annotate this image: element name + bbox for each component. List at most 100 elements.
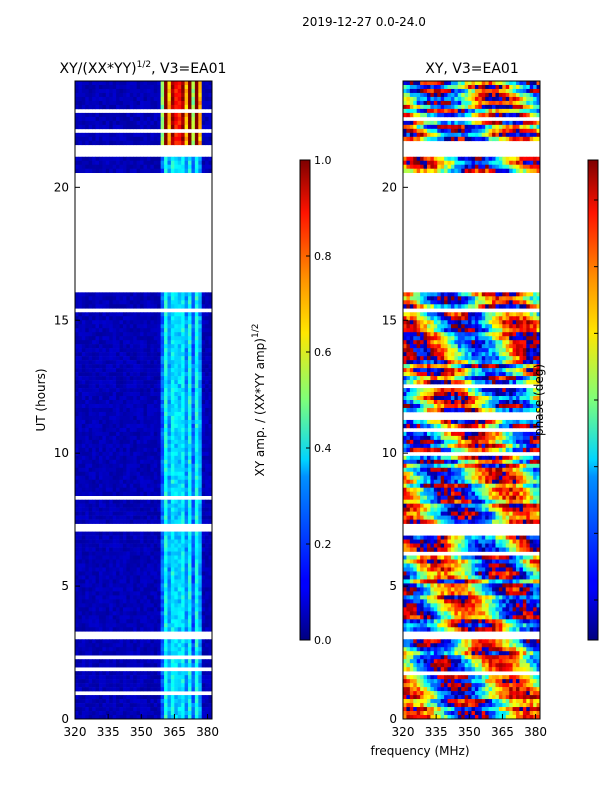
left-panel: XY/(XX*YY)1/2, V3=EA01 320 335 350 365 380 0… bbox=[34, 60, 226, 739]
heatmap-cell bbox=[102, 483, 107, 489]
heatmap-cell bbox=[133, 715, 138, 720]
heatmap-cell bbox=[112, 132, 117, 138]
heatmap-cell bbox=[116, 372, 120, 377]
heatmap-cell bbox=[119, 296, 124, 301]
heatmap-cell bbox=[109, 711, 114, 716]
heatmap-cell bbox=[81, 431, 86, 437]
heatmap-cell bbox=[170, 160, 175, 166]
heatmap-cell bbox=[198, 703, 203, 708]
heatmap-cell bbox=[88, 411, 93, 417]
heatmap-cell bbox=[98, 84, 103, 90]
heatmap-cell bbox=[95, 487, 100, 493]
heatmap-cell bbox=[509, 96, 513, 102]
heatmap-cell bbox=[170, 575, 175, 580]
heatmap-cell bbox=[92, 415, 96, 421]
heatmap-cell bbox=[81, 92, 86, 98]
heatmap-cell bbox=[75, 607, 79, 612]
heatmap-cell bbox=[160, 483, 165, 489]
heatmap-cell bbox=[140, 463, 144, 469]
heatmap-cell bbox=[516, 81, 520, 86]
heatmap-cell bbox=[109, 459, 114, 465]
heatmap-cell bbox=[188, 380, 192, 385]
heatmap-cell bbox=[184, 483, 189, 489]
heatmap-cell bbox=[146, 639, 151, 644]
heatmap-cell bbox=[133, 659, 138, 664]
heatmap-cell bbox=[495, 81, 500, 86]
heatmap-cell bbox=[95, 619, 100, 624]
heatmap-cell bbox=[502, 92, 507, 98]
heatmap-cell bbox=[198, 483, 203, 489]
heatmap-cell bbox=[116, 336, 120, 341]
heatmap-cell bbox=[502, 100, 507, 106]
heatmap-cell bbox=[188, 623, 192, 628]
heatmap-cell bbox=[75, 507, 79, 512]
heatmap-cell bbox=[194, 427, 199, 433]
heatmap-cell bbox=[485, 84, 490, 90]
heatmap-cell bbox=[208, 679, 213, 684]
heatmap-cell bbox=[102, 388, 107, 393]
heatmap-cell bbox=[136, 703, 141, 708]
heatmap-cell bbox=[191, 471, 196, 477]
heatmap-cell bbox=[194, 627, 199, 632]
heatmap-cell bbox=[102, 595, 107, 600]
heatmap-cell bbox=[140, 415, 144, 421]
heatmap-cell bbox=[143, 431, 148, 437]
heatmap-cell bbox=[188, 316, 192, 321]
heatmap-cell bbox=[423, 104, 428, 110]
heatmap-cell bbox=[194, 352, 199, 357]
heatmap-cell bbox=[153, 599, 158, 604]
heatmap-cell bbox=[92, 140, 96, 146]
heatmap-cell bbox=[140, 407, 144, 413]
heatmap-cell bbox=[112, 559, 117, 564]
heatmap-cell bbox=[177, 100, 182, 106]
heatmap-cell bbox=[126, 507, 131, 512]
heatmap-cell bbox=[88, 300, 93, 305]
heatmap-cell bbox=[98, 348, 103, 353]
heatmap-cell bbox=[126, 711, 131, 716]
heatmap-cell bbox=[85, 348, 90, 353]
heatmap-cell bbox=[191, 499, 196, 504]
heatmap-cell bbox=[105, 583, 110, 588]
heatmap-cell bbox=[133, 471, 138, 477]
heatmap-cell bbox=[205, 431, 209, 437]
heatmap-cell bbox=[164, 687, 168, 692]
figure-suptitle: 2019-12-27 0.0-24.0 bbox=[302, 15, 426, 29]
heatmap-cell bbox=[95, 360, 100, 365]
heatmap-cell bbox=[529, 81, 534, 86]
heatmap-cell bbox=[164, 619, 168, 624]
heatmap-cell bbox=[177, 579, 182, 584]
heatmap-cell bbox=[181, 384, 185, 389]
heatmap-cell bbox=[146, 132, 151, 138]
heatmap-cell bbox=[112, 591, 117, 596]
heatmap-cell bbox=[201, 332, 206, 337]
heatmap-cell bbox=[170, 687, 175, 692]
heatmap-cell bbox=[95, 403, 100, 409]
heatmap-cell bbox=[133, 104, 138, 110]
heatmap-cell bbox=[75, 419, 79, 425]
heatmap-cell bbox=[205, 607, 209, 612]
heatmap-cell bbox=[198, 459, 203, 465]
heatmap-cell bbox=[88, 599, 93, 604]
heatmap-cell bbox=[194, 407, 199, 413]
heatmap-cell bbox=[170, 531, 175, 536]
heatmap-cell bbox=[119, 443, 124, 449]
heatmap-cell bbox=[181, 447, 185, 453]
heatmap-cell bbox=[75, 300, 79, 305]
heatmap-cell bbox=[474, 84, 479, 90]
heatmap-cell bbox=[495, 96, 500, 102]
heatmap-cell bbox=[143, 539, 148, 544]
heatmap-cell bbox=[92, 336, 96, 341]
heatmap-cell bbox=[136, 332, 141, 337]
heatmap-cell bbox=[78, 439, 83, 445]
heatmap-cell bbox=[177, 112, 182, 118]
heatmap-cell bbox=[136, 639, 141, 644]
heatmap-cell bbox=[136, 400, 141, 405]
heatmap-cell bbox=[140, 300, 144, 305]
heatmap-cell bbox=[133, 403, 138, 409]
heatmap-cell bbox=[191, 388, 196, 393]
heatmap-cell bbox=[136, 376, 141, 381]
heatmap-cell bbox=[95, 575, 100, 580]
heatmap-cell bbox=[177, 328, 182, 333]
heatmap-cell bbox=[150, 603, 155, 608]
heatmap-cell bbox=[109, 104, 114, 110]
